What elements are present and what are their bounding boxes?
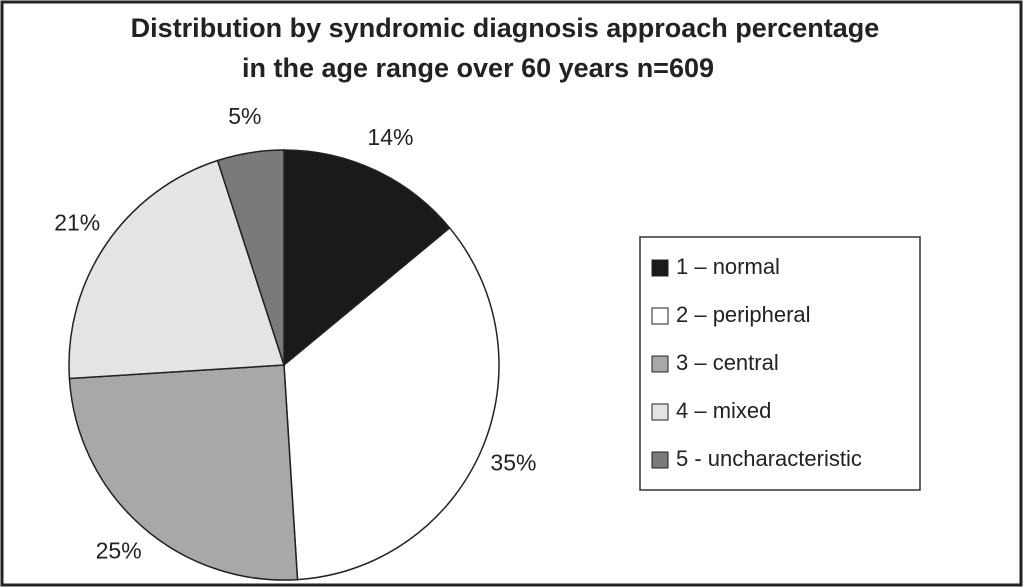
data-label: 14%: [367, 124, 413, 150]
data-label: 35%: [490, 449, 536, 475]
legend-label: 2 – peripheral: [676, 302, 811, 327]
legend-swatch: [651, 259, 669, 277]
chart-title: Distribution by syndromic diagnosis appr…: [131, 13, 880, 43]
pie-slice: [283, 226, 500, 581]
pie-slice: [283, 149, 451, 367]
chart-title: in the age range over 60 years n=609: [242, 53, 714, 83]
pie-slice: [216, 149, 285, 366]
legend-label: 1 – normal: [676, 254, 780, 279]
legend-label: 3 – central: [676, 350, 779, 375]
legend-swatch: [651, 355, 669, 373]
pie-slice: [68, 159, 286, 380]
legend-label: 5 - uncharacteristic: [676, 446, 862, 471]
legend-swatch: [651, 451, 669, 469]
legend-swatch: [651, 307, 669, 325]
legend-box: [639, 236, 921, 491]
data-label: 21%: [54, 210, 100, 236]
legend-swatch: [651, 403, 669, 421]
legend-label: 4 – mixed: [676, 398, 771, 423]
data-label: 25%: [96, 538, 142, 564]
pie-slice: [68, 364, 299, 581]
data-label: 5%: [228, 103, 261, 129]
